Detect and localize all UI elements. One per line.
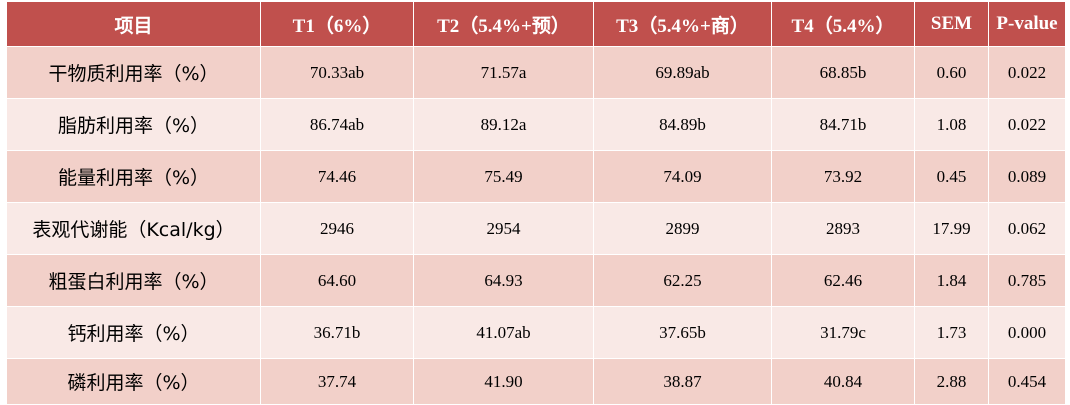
cell-sem: 1.73 — [914, 306, 989, 359]
cell-p-value: 0.022 — [988, 46, 1066, 99]
cell-p-value: 0.089 — [988, 150, 1066, 203]
table-row: 干物质利用率（%） 70.33ab 71.57a 69.89ab 68.85b … — [6, 46, 1066, 99]
cell-sem: 0.60 — [914, 46, 989, 99]
row-label: 钙利用率（%） — [6, 306, 261, 359]
row-label: 表观代谢能（Kcal/kg） — [6, 202, 261, 255]
row-label: 磷利用率（%） — [6, 358, 261, 405]
cell-t1: 70.33ab — [260, 46, 414, 99]
cell-t2: 2954 — [413, 202, 594, 255]
table-row: 粗蛋白利用率（%） 64.60 64.93 62.25 62.46 1.84 0… — [6, 254, 1066, 307]
table-row: 钙利用率（%） 36.71b 41.07ab 37.65b 31.79c 1.7… — [6, 306, 1066, 359]
row-label: 脂肪利用率（%） — [6, 98, 261, 151]
cell-t3: 74.09 — [593, 150, 772, 203]
cell-p-value: 0.785 — [988, 254, 1066, 307]
cell-sem: 1.84 — [914, 254, 989, 307]
cell-p-value: 0.062 — [988, 202, 1066, 255]
cell-t2: 71.57a — [413, 46, 594, 99]
column-header-item: 项目 — [6, 1, 261, 47]
table-row: 脂肪利用率（%） 86.74ab 89.12a 84.89b 84.71b 1.… — [6, 98, 1066, 151]
cell-t4: 2893 — [771, 202, 915, 255]
column-header-t4: T4（5.4%） — [771, 1, 915, 47]
digestibility-table: 项目 T1（6%） T2（5.4%+预） T3（5.4%+商） T4（5.4%）… — [6, 1, 1066, 405]
column-header-t3: T3（5.4%+商） — [593, 1, 772, 47]
cell-sem: 17.99 — [914, 202, 989, 255]
cell-t4: 68.85b — [771, 46, 915, 99]
cell-p-value: 0.454 — [988, 358, 1066, 405]
cell-t3: 84.89b — [593, 98, 772, 151]
cell-t3: 38.87 — [593, 358, 772, 405]
cell-t1: 36.71b — [260, 306, 414, 359]
cell-t4: 84.71b — [771, 98, 915, 151]
cell-sem: 2.88 — [914, 358, 989, 405]
cell-t2: 64.93 — [413, 254, 594, 307]
cell-p-value: 0.000 — [988, 306, 1066, 359]
cell-t2: 41.07ab — [413, 306, 594, 359]
cell-t3: 69.89ab — [593, 46, 772, 99]
table-row: 磷利用率（%） 37.74 41.90 38.87 40.84 2.88 0.4… — [6, 358, 1066, 405]
cell-t1: 37.74 — [260, 358, 414, 405]
column-header-p-value: P-value — [988, 1, 1066, 47]
cell-t4: 73.92 — [771, 150, 915, 203]
column-header-sem: SEM — [914, 1, 989, 47]
cell-t3: 62.25 — [593, 254, 772, 307]
cell-t1: 2946 — [260, 202, 414, 255]
cell-t4: 31.79c — [771, 306, 915, 359]
row-label: 干物质利用率（%） — [6, 46, 261, 99]
cell-t4: 40.84 — [771, 358, 915, 405]
cell-t3: 2899 — [593, 202, 772, 255]
data-table-container: 项目 T1（6%） T2（5.4%+预） T3（5.4%+商） T4（5.4%）… — [6, 1, 1066, 405]
cell-t1: 86.74ab — [260, 98, 414, 151]
cell-sem: 0.45 — [914, 150, 989, 203]
cell-p-value: 0.022 — [988, 98, 1066, 151]
column-header-t1: T1（6%） — [260, 1, 414, 47]
cell-t1: 64.60 — [260, 254, 414, 307]
row-label: 能量利用率（%） — [6, 150, 261, 203]
row-label: 粗蛋白利用率（%） — [6, 254, 261, 307]
cell-t1: 74.46 — [260, 150, 414, 203]
cell-t3: 37.65b — [593, 306, 772, 359]
cell-t2: 89.12a — [413, 98, 594, 151]
table-row: 表观代谢能（Kcal/kg） 2946 2954 2899 2893 17.99… — [6, 202, 1066, 255]
table-header-row: 项目 T1（6%） T2（5.4%+预） T3（5.4%+商） T4（5.4%）… — [6, 1, 1066, 47]
cell-t2: 41.90 — [413, 358, 594, 405]
table-row: 能量利用率（%） 74.46 75.49 74.09 73.92 0.45 0.… — [6, 150, 1066, 203]
column-header-t2: T2（5.4%+预） — [413, 1, 594, 47]
cell-sem: 1.08 — [914, 98, 989, 151]
cell-t4: 62.46 — [771, 254, 915, 307]
cell-t2: 75.49 — [413, 150, 594, 203]
